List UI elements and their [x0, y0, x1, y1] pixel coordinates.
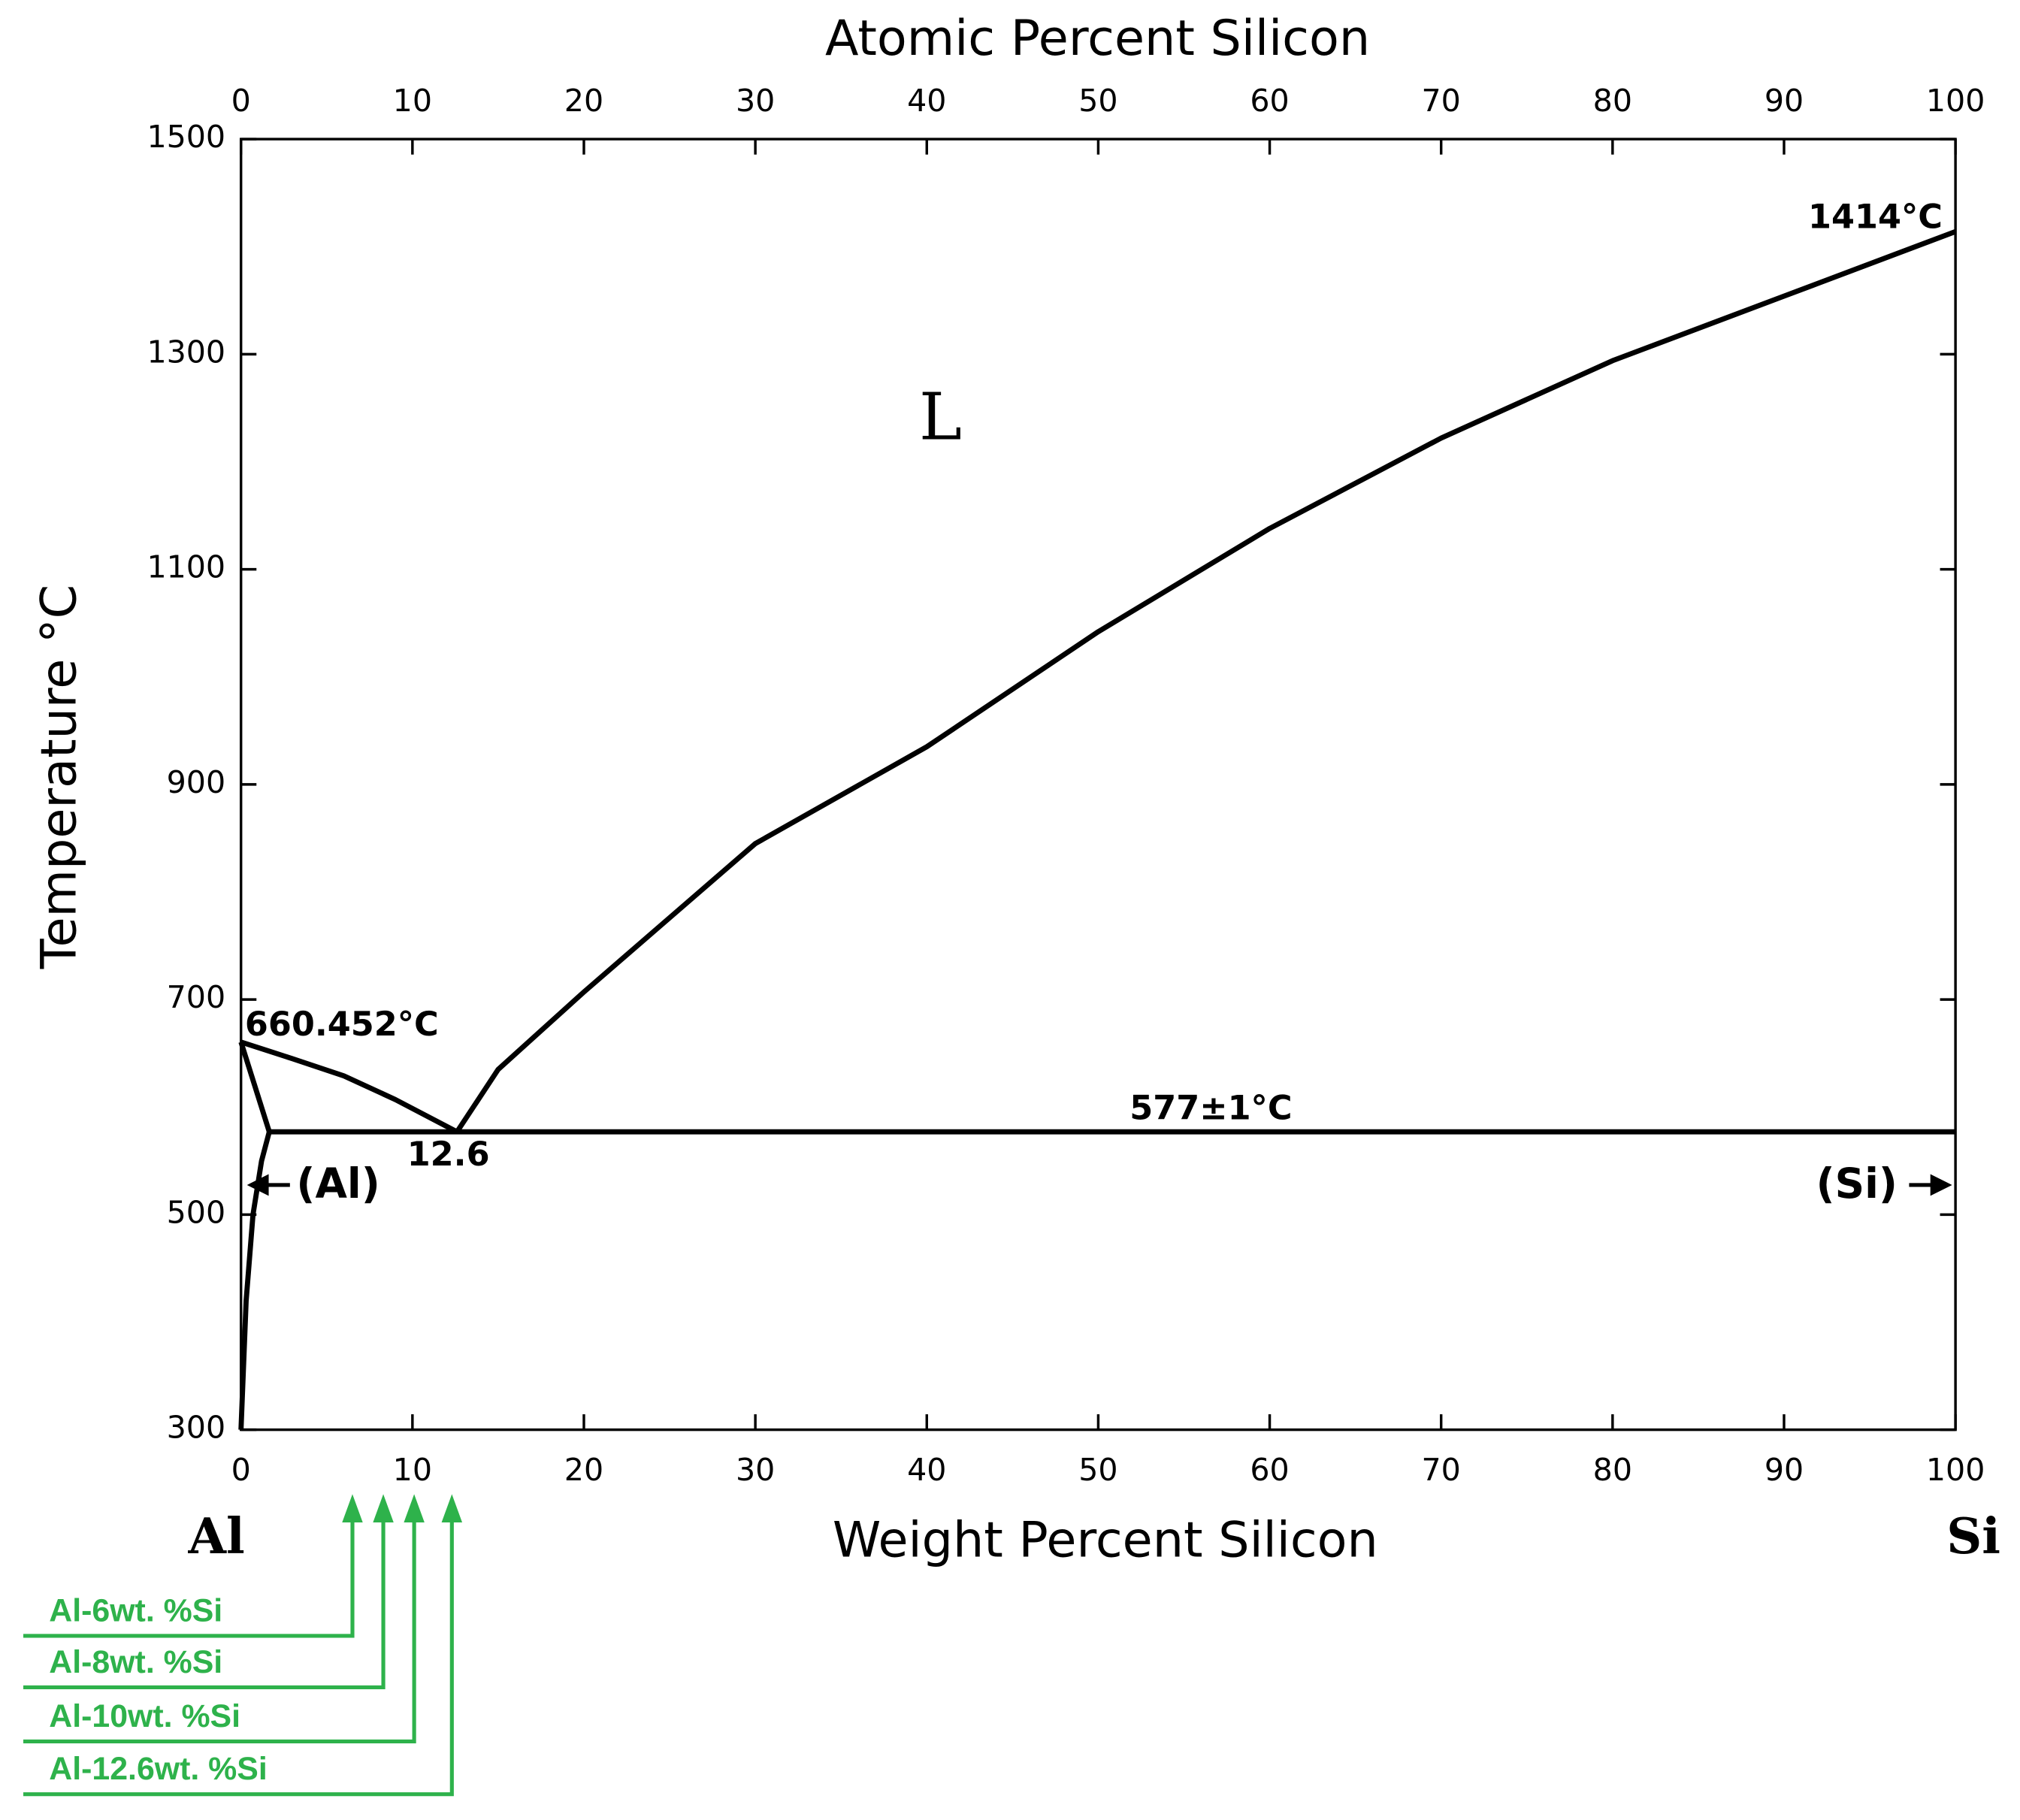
- alloy-arrowhead: [342, 1494, 363, 1523]
- top-tick-label: 0: [231, 83, 251, 119]
- x-tick-label: 90: [1764, 1452, 1804, 1488]
- top-tick-label: 30: [736, 83, 775, 119]
- x-tick-label: 60: [1250, 1452, 1289, 1488]
- x-tick-label: 100: [1926, 1452, 1985, 1488]
- x-axis-title: Weight Percent Silicon: [833, 1513, 1378, 1569]
- phase-boundary: [240, 1039, 458, 1135]
- eutectic-composition-label: 12.6: [407, 1135, 490, 1174]
- y-tick-label: 1300: [147, 334, 225, 370]
- y-tick-label: 1100: [147, 549, 225, 585]
- alloy-label: Al-6wt. %Si: [49, 1592, 222, 1628]
- alloy-arrowhead: [404, 1494, 425, 1523]
- phase-boundary: [238, 1131, 272, 1430]
- alloy-label: Al-10wt. %Si: [49, 1698, 240, 1734]
- x-tick-label: 10: [393, 1452, 432, 1488]
- x-tick-label: 30: [736, 1452, 775, 1488]
- top-tick-label: 50: [1078, 83, 1117, 119]
- alloy-arrow: [23, 1517, 355, 1638]
- alloy-arrow: [23, 1517, 416, 1744]
- phase-label: (Al): [296, 1159, 380, 1208]
- y-tick-label: 500: [167, 1194, 226, 1230]
- phase-boundary: [238, 1041, 272, 1133]
- melting-point-label: 1414°C: [1808, 197, 1943, 236]
- top-tick-label: 60: [1250, 83, 1289, 119]
- alloy-arrow: [23, 1517, 386, 1690]
- plot-frame: [239, 138, 1957, 1432]
- top-tick-label: 20: [564, 83, 603, 119]
- melting-point-label: 660.452°C: [245, 1005, 439, 1044]
- x-tick-label: 40: [907, 1452, 946, 1488]
- phase-label: L: [919, 380, 962, 455]
- top-tick-label: 40: [907, 83, 946, 119]
- y-tick-label: 1500: [147, 119, 225, 155]
- x-tick-label: 80: [1593, 1452, 1632, 1488]
- element-label: Si: [1946, 1508, 2000, 1565]
- top-tick-label: 10: [393, 83, 432, 119]
- element-label: Al: [187, 1508, 244, 1565]
- top-tick-label: 90: [1764, 83, 1804, 119]
- y-tick-label: 900: [167, 764, 226, 800]
- top-tick-label: 100: [1926, 83, 1985, 119]
- phase-boundary: [455, 229, 1957, 1134]
- y-axis-title: Temperature °C: [31, 585, 87, 969]
- alloy-label: Al-8wt. %Si: [49, 1644, 222, 1680]
- phase-arrow: [1909, 1174, 1952, 1196]
- x-tick-label: 70: [1422, 1452, 1461, 1488]
- alloy-arrow: [23, 1517, 454, 1797]
- alloy-arrowhead: [441, 1494, 463, 1523]
- alloy-label: Al-12.6wt. %Si: [49, 1751, 267, 1787]
- alloy-arrowhead: [373, 1494, 394, 1523]
- y-tick-label: 700: [167, 979, 226, 1015]
- top-tick-label: 80: [1593, 83, 1632, 119]
- phase-label: (Si): [1816, 1159, 1898, 1208]
- top-tick-label: 70: [1422, 83, 1461, 119]
- y-tick-label: 300: [167, 1410, 226, 1446]
- eutectic-label: 577±1°C: [1129, 1089, 1292, 1128]
- x-tick-label: 0: [231, 1452, 251, 1488]
- x-tick-label: 50: [1078, 1452, 1117, 1488]
- top-axis-title: Atomic Percent Silicon: [825, 11, 1370, 67]
- x-tick-label: 20: [564, 1452, 603, 1488]
